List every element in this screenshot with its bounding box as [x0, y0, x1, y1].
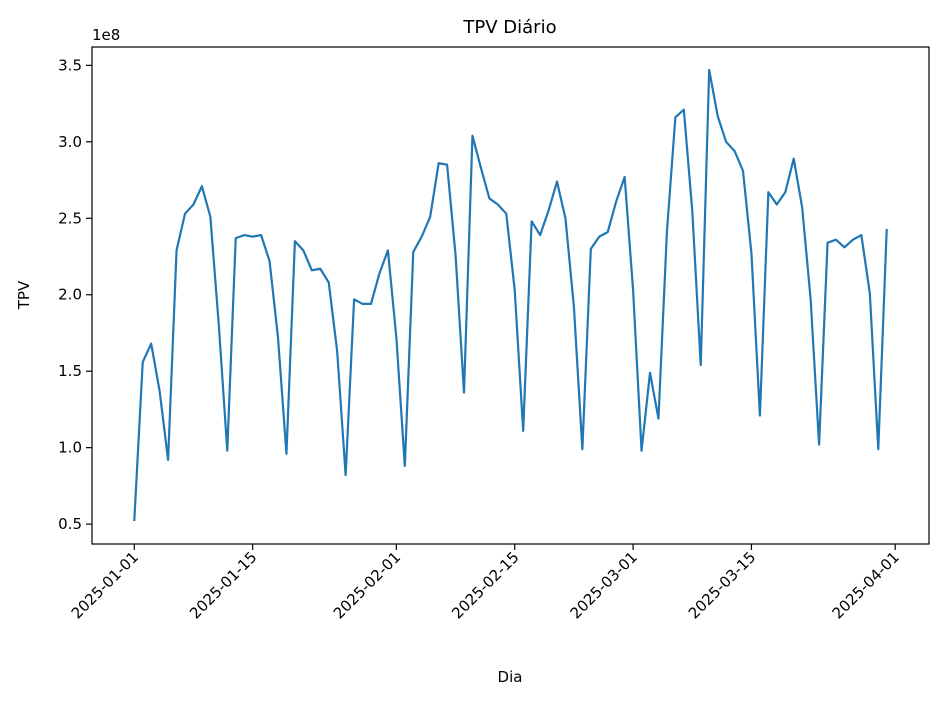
y-tick-label: 2.5 — [58, 209, 82, 227]
y-tick-label: 1.5 — [58, 362, 82, 380]
y-scale-label: 1e8 — [92, 26, 120, 44]
chart-title: TPV Diário — [462, 17, 556, 38]
y-axis: 0.5 1.0 1.5 2.0 2.5 3.0 3.5 — [58, 56, 92, 533]
x-axis-title: Dia — [498, 668, 523, 686]
y-tick-label: 0.5 — [58, 515, 82, 533]
series-line-0 — [133, 68, 888, 522]
y-tick-label: 2.0 — [58, 286, 82, 304]
y-axis-title: TPV — [15, 280, 33, 310]
plot-area — [133, 68, 888, 522]
y-tick-label: 3.0 — [58, 133, 82, 151]
y-tick-label: 3.5 — [58, 56, 82, 74]
y-tick-label: 1.0 — [58, 439, 82, 457]
axes-frame — [91, 46, 930, 545]
